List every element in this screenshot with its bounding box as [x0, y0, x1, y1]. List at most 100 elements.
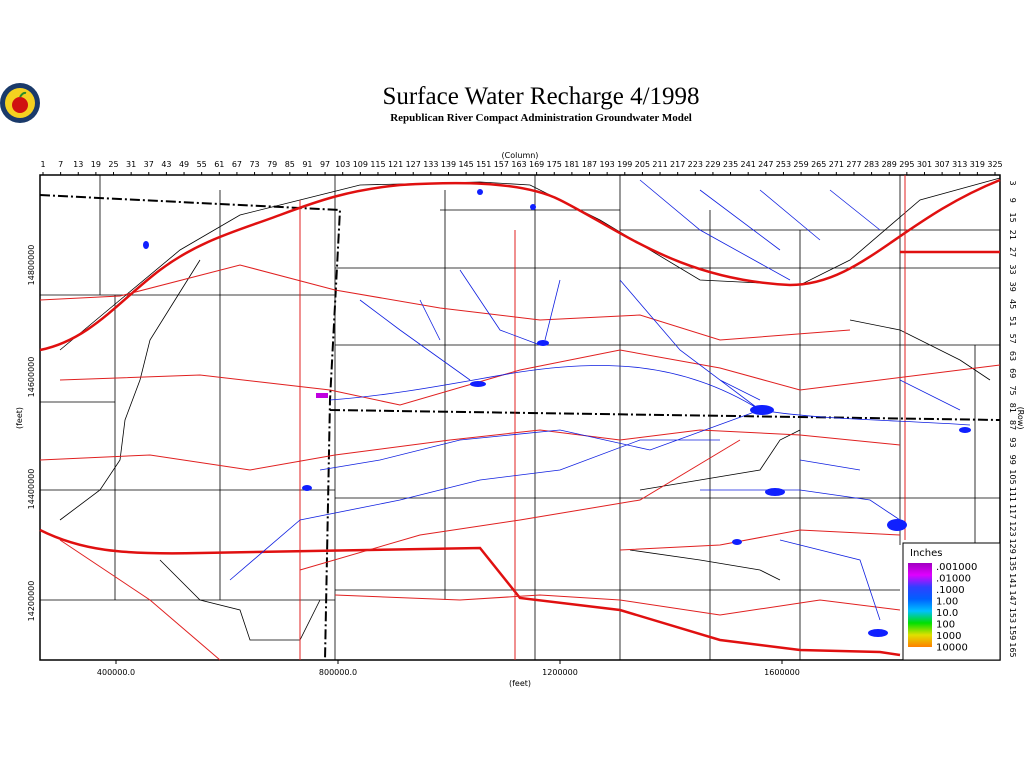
row-tick-label: 51 — [1008, 316, 1017, 326]
x-feet-label: (feet) — [509, 679, 531, 688]
row-tick-label: 75 — [1008, 385, 1017, 395]
logo — [0, 83, 40, 123]
column-tick-label: 301 — [917, 160, 932, 169]
column-tick-label: 295 — [899, 160, 914, 169]
column-tick-label: 61 — [214, 160, 224, 169]
row-tick-label: 69 — [1008, 368, 1017, 378]
row-tick-label: 39 — [1008, 282, 1017, 292]
column-tick-label: 223 — [688, 160, 703, 169]
row-tick-label: 87 — [1008, 420, 1017, 430]
column-tick-label: 85 — [285, 160, 295, 169]
row-tick-label: 3 — [1008, 180, 1017, 185]
column-tick-label: 289 — [882, 160, 897, 169]
column-tick-label: 49 — [179, 160, 189, 169]
column-tick-label: 169 — [529, 160, 544, 169]
column-tick-label: 181 — [564, 160, 579, 169]
y-feet-tick-label: 14400000 — [27, 469, 36, 510]
row-label: (Row) — [1016, 407, 1024, 430]
column-tick-label: 133 — [423, 160, 438, 169]
column-tick-label: 247 — [758, 160, 773, 169]
column-tick-label: 91 — [302, 160, 312, 169]
column-tick-label: 325 — [987, 160, 1002, 169]
legend-label: .001000 — [936, 562, 977, 573]
legend-label: 10.0 — [936, 608, 958, 619]
column-tick-label: 109 — [353, 160, 368, 169]
legend-title: Inches — [910, 548, 943, 559]
column-tick-label: 271 — [829, 160, 844, 169]
row-tick-label: 129 — [1008, 539, 1017, 554]
column-tick-label: 127 — [406, 160, 421, 169]
column-tick-label: 31 — [126, 160, 136, 169]
column-tick-label: 151 — [476, 160, 491, 169]
title: Surface Water Recharge 4/1998 — [382, 83, 699, 110]
legend-label: 10000 — [936, 643, 968, 654]
column-tick-label: 67 — [232, 160, 242, 169]
column-tick-label: 283 — [864, 160, 879, 169]
row-tick-label: 135 — [1008, 556, 1017, 571]
row-tick-label: 165 — [1008, 642, 1017, 657]
column-tick-label: 277 — [846, 160, 861, 169]
column-tick-label: 1 — [40, 160, 45, 169]
column-tick-label: 145 — [458, 160, 473, 169]
row-tick-label: 33 — [1008, 264, 1017, 274]
row-tick-label: 27 — [1008, 247, 1017, 257]
legend-label: 1.00 — [936, 597, 958, 608]
column-tick-label: 43 — [161, 160, 171, 169]
row-tick-label: 111 — [1008, 487, 1017, 502]
y-feet-tick-label: 14800000 — [27, 245, 36, 286]
column-tick-label: 319 — [970, 160, 985, 169]
subtitle: Republican River Compact Administration … — [390, 112, 692, 124]
row-tick-label: 57 — [1008, 334, 1017, 344]
column-tick-label: 73 — [249, 160, 259, 169]
legend-label: .01000 — [936, 574, 971, 585]
column-tick-label: 13 — [73, 160, 83, 169]
column-tick-label: 97 — [320, 160, 330, 169]
column-tick-label: 103 — [335, 160, 350, 169]
column-tick-label: 55 — [197, 160, 207, 169]
row-tick-label: 45 — [1008, 299, 1017, 309]
column-tick-label: 175 — [547, 160, 562, 169]
row-tick-label: 9 — [1008, 198, 1017, 203]
column-tick-label: 313 — [952, 160, 967, 169]
x-feet-tick-label: 800000.0 — [319, 668, 357, 677]
x-feet-tick-label: 1200000 — [542, 668, 578, 677]
map — [39, 174, 1001, 661]
row-tick-label: 63 — [1008, 351, 1017, 361]
legend: Inches .001000.01000.10001.0010.01001000… — [902, 542, 1001, 661]
column-tick-label: 115 — [370, 160, 385, 169]
y-feet-label: (feet) — [15, 407, 24, 429]
column-tick-label: 19 — [91, 160, 101, 169]
row-tick-label: 21 — [1008, 230, 1017, 240]
column-tick-label: 217 — [670, 160, 685, 169]
column-tick-label: 187 — [582, 160, 597, 169]
column-tick-label: 7 — [58, 160, 63, 169]
column-tick-label: 199 — [617, 160, 632, 169]
column-tick-label: 25 — [108, 160, 118, 169]
column-tick-label: 253 — [776, 160, 791, 169]
column-tick-label: 229 — [705, 160, 720, 169]
column-tick-label: 241 — [741, 160, 756, 169]
x-feet-tick-label: 400000.0 — [97, 668, 135, 677]
row-tick-label: 99 — [1008, 455, 1017, 465]
row-tick-label: 141 — [1008, 573, 1017, 588]
column-tick-label: 157 — [494, 160, 509, 169]
row-tick-label: 123 — [1008, 521, 1017, 536]
row-tick-label: 117 — [1008, 504, 1017, 519]
column-label: (Column) — [502, 151, 539, 160]
column-tick-label: 121 — [388, 160, 403, 169]
row-tick-label: 153 — [1008, 608, 1017, 623]
y-feet-tick-label: 14600000 — [27, 357, 36, 398]
column-tick-label: 37 — [144, 160, 154, 169]
column-tick-label: 79 — [267, 160, 277, 169]
legend-colorbar — [908, 563, 932, 647]
column-tick-label: 235 — [723, 160, 738, 169]
column-tick-label: 211 — [652, 160, 667, 169]
row-tick-label: 105 — [1008, 469, 1017, 484]
row-tick-label: 147 — [1008, 590, 1017, 605]
legend-label: .1000 — [936, 585, 965, 596]
column-tick-label: 163 — [511, 160, 526, 169]
row-tick-label: 93 — [1008, 437, 1017, 447]
y-feet-tick-label: 14200000 — [27, 581, 36, 622]
column-tick-label: 259 — [793, 160, 808, 169]
